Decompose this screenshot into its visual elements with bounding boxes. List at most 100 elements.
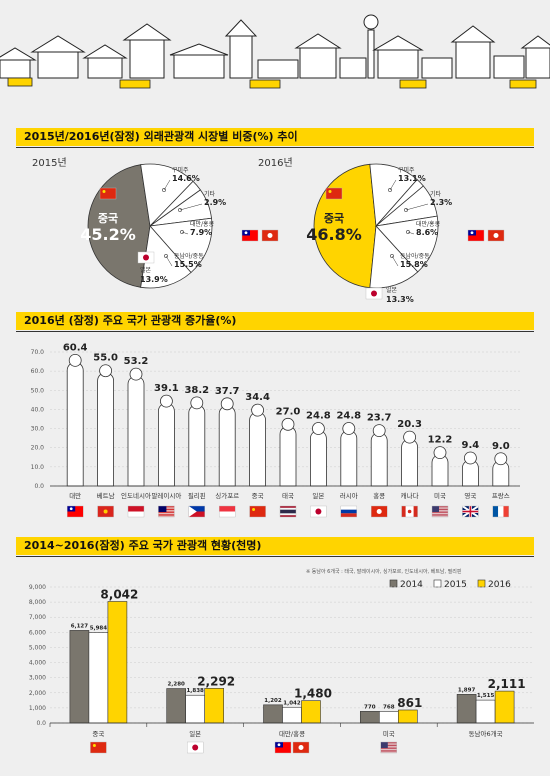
pie-highlight-label: 중국	[98, 212, 118, 225]
chart-note: ※ 동남아 6개국 : 태국, 말레이시아, 싱가포르, 인도네시아, 베트남,…	[306, 569, 462, 575]
pie-slice-label-동남아/중동: 동남아/중동	[174, 252, 204, 260]
visitor-bar-일본-2015	[185, 694, 205, 724]
visitor-category-label: 중국	[92, 730, 104, 738]
growth-value-label: 55.0	[93, 353, 118, 364]
pie-slice-label-대만/홍콩: 대만/홍콩	[416, 220, 441, 228]
visitor-value-label: 8,042	[100, 587, 138, 601]
legend-swatch-2015	[433, 579, 442, 588]
growth-bar-cap	[494, 452, 508, 466]
growth-bar-일본	[310, 430, 327, 487]
growth-bar-cap	[251, 403, 265, 417]
y-tick-label: 30.0	[31, 426, 45, 433]
visitor-bar-미국-2016	[397, 709, 418, 724]
growth-value-label: 37.7	[215, 386, 240, 397]
visitor-value-label: 1,515	[477, 693, 495, 699]
pie-leader-line	[405, 203, 429, 211]
growth-bar-cap	[281, 417, 295, 431]
growth-value-label: 24.8	[306, 411, 331, 422]
y-tick-label: 70.0	[31, 349, 45, 356]
y-tick-label: 9,000	[29, 584, 46, 591]
y-tick-label: 4,000	[29, 660, 46, 667]
growth-category-label: 영국	[464, 491, 476, 500]
flag-icon-cn	[99, 187, 117, 200]
pie-leader-line	[391, 255, 399, 267]
legend-swatch-2016	[477, 579, 486, 588]
pie-leader-line	[165, 255, 173, 267]
growth-value-label: 24.8	[336, 411, 361, 422]
pie-leader-line	[407, 231, 415, 235]
flag-icon-us	[431, 505, 449, 518]
pie-slice-value-구미주: 14.6%	[172, 174, 200, 183]
city-skyline-illustration	[0, 14, 550, 96]
growth-bar-말레이시아	[158, 402, 175, 487]
growth-value-label: 27.0	[276, 406, 301, 417]
growth-value-label: 34.4	[245, 392, 270, 403]
visitor-value-label: 1,897	[458, 687, 476, 693]
visitor-bar-중국-2014	[69, 630, 90, 724]
pie-slice-label-동남아/중동: 동남아/중동	[400, 252, 430, 260]
growth-bar-베트남	[97, 372, 114, 487]
y-tick-label: 8,000	[29, 599, 46, 606]
growth-bar-cap	[433, 446, 447, 460]
y-tick-label: 40.0	[31, 406, 45, 413]
visitor-value-label: 1,042	[283, 700, 301, 706]
flag-icon-ph	[188, 505, 206, 518]
growth-value-label: 23.7	[367, 413, 392, 424]
visitor-value-label: 2,292	[197, 674, 235, 688]
pie-slice-value-일본: 13.3%	[386, 295, 414, 304]
flag-icon-hk	[371, 505, 388, 518]
visitor-bar-동남아6개국-2016	[494, 690, 515, 724]
header-illustration	[0, 0, 550, 96]
y-tick-label: 1,000	[29, 705, 46, 712]
growth-bar-싱가포르	[218, 405, 236, 487]
y-tick-label: 20.0	[31, 445, 45, 452]
section-title-growth: 2016년 (잠정) 주요 국가 관광객 증가율(%)	[16, 312, 534, 332]
visitor-bar-대만/홍콩-2014	[263, 704, 283, 724]
flag-icon-cn	[249, 505, 266, 518]
growth-category-label: 프랑스	[492, 492, 510, 500]
growth-bar-태국	[279, 425, 297, 487]
pie-slice-label-대만/홍콩: 대만/홍콩	[190, 220, 215, 228]
y-tick-label: 6,000	[29, 629, 46, 636]
pie-slice-value-기타: 2.3%	[430, 198, 452, 207]
growth-value-label: 12.2	[428, 435, 453, 446]
growth-category-label: 캐나다	[401, 491, 419, 500]
visitor-bar-대만/홍콩-2016	[301, 700, 321, 724]
growth-value-label: 20.3	[397, 419, 422, 430]
visitor-bar-일본-2016	[204, 688, 224, 724]
flag-icon-fr	[492, 505, 509, 518]
flag-icon-tw	[274, 741, 292, 754]
growth-category-label: 베트남	[97, 491, 115, 500]
growth-value-label: 9.4	[462, 440, 480, 451]
pie-slice-label-기타: 기타	[430, 190, 442, 198]
growth-category-label: 말레이시아	[151, 491, 181, 500]
growth-bar-인도네시아	[127, 375, 145, 487]
flag-icon-ru	[340, 505, 357, 518]
pie-slice-동남아/중동	[375, 215, 439, 273]
flag-icon-gb	[461, 505, 479, 518]
growth-bar-대만	[66, 362, 84, 487]
growth-category-label: 홍콩	[373, 491, 385, 500]
growth-bar-캐나다	[401, 438, 418, 487]
growth-category-label: 러시아	[340, 491, 358, 500]
growth-rate-chart: 0.0 10.0 20.0 30.0 40.0 50.0 60.0 70.0 60.4 대만 55.…	[31, 342, 520, 518]
pie-leader-line	[181, 231, 189, 235]
y-tick-label: 3,000	[29, 675, 46, 682]
growth-bar-cap	[463, 451, 477, 465]
growth-bar-홍콩	[370, 432, 388, 487]
visitor-value-label: 1,480	[294, 687, 332, 701]
visitor-value-label: 5,984	[90, 626, 108, 632]
visitor-value-label: 1,202	[264, 698, 282, 704]
visitor-value-label: 2,111	[488, 677, 526, 691]
flag-icon-tw	[467, 229, 485, 242]
growth-value-label: 60.4	[63, 342, 88, 353]
pie-slice-value-동남아/중동: 15.8%	[400, 260, 428, 269]
flag-icon-my	[158, 505, 175, 518]
growth-bar-cap	[403, 430, 417, 444]
legend-label-2015: 2015	[444, 580, 467, 590]
visitor-category-label: 동남아6개국	[469, 729, 503, 738]
y-tick-label: 10.0	[31, 464, 45, 471]
visitor-value-label: 1,838	[186, 688, 204, 694]
flag-icon-tw	[66, 505, 84, 518]
flag-icon-th	[279, 505, 297, 518]
